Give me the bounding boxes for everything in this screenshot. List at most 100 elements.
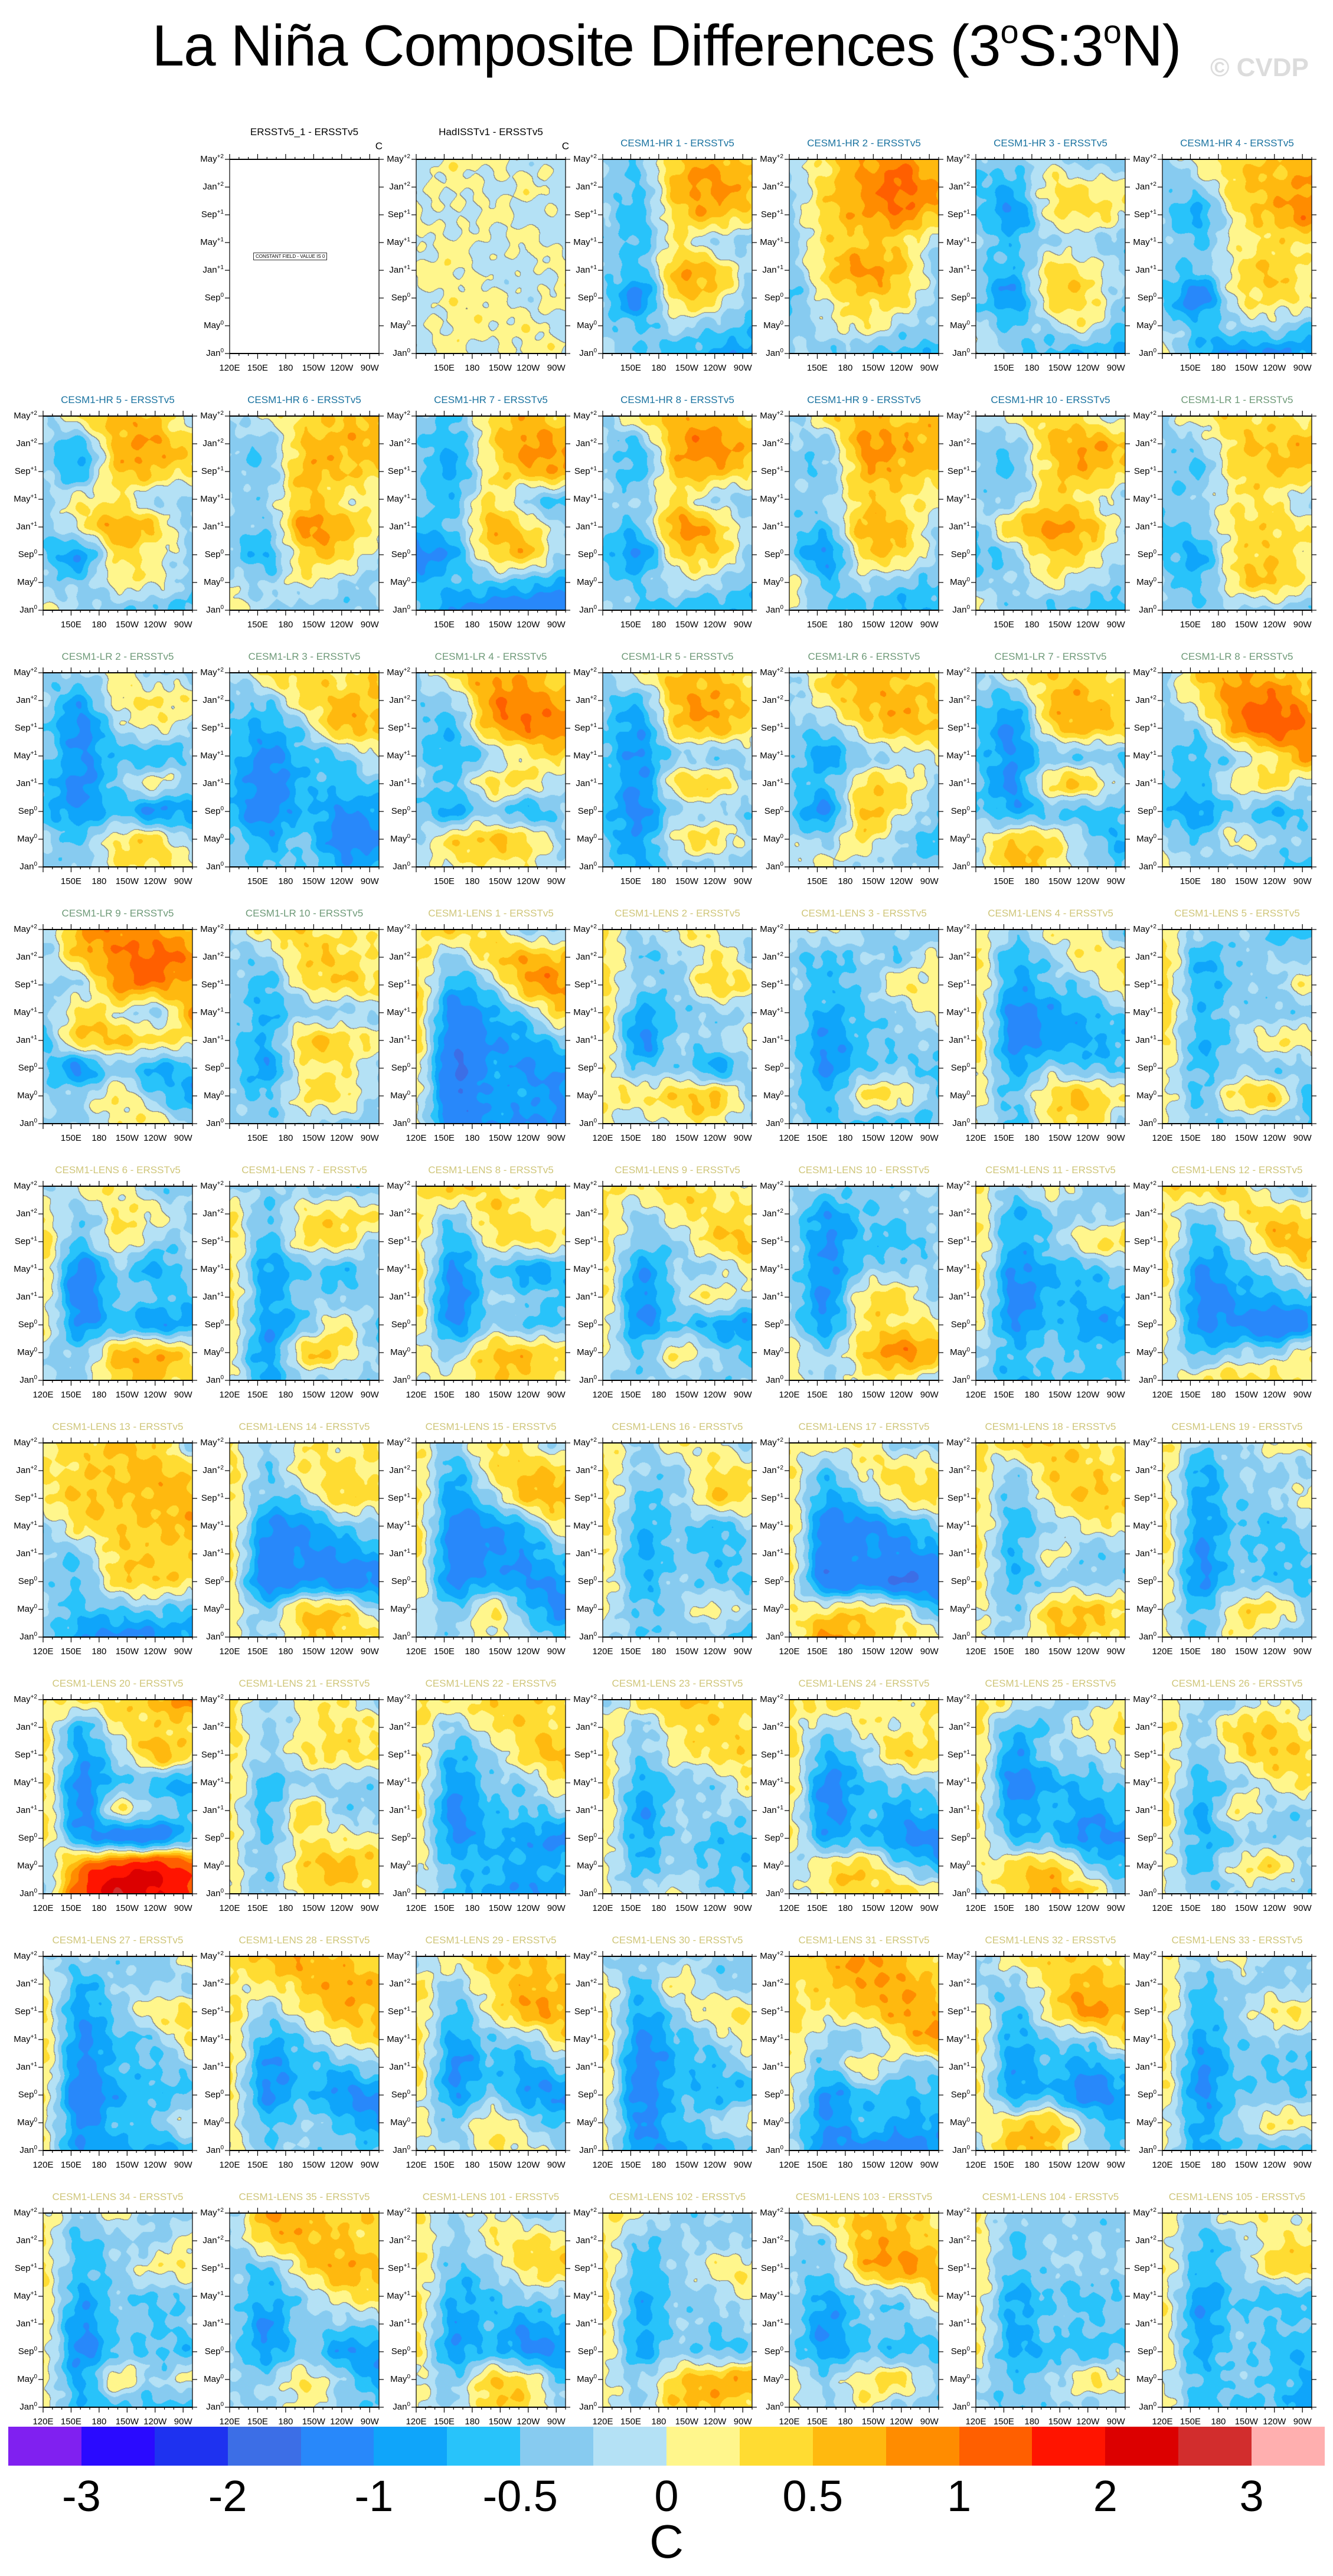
- month: May: [204, 577, 221, 587]
- month: Jan: [949, 182, 963, 192]
- panel-title: CESM1-LENS 5 - ERSSTv5: [1174, 908, 1300, 919]
- year-offset: 0: [407, 348, 410, 354]
- y-tick-label: Jan+2: [2, 438, 37, 449]
- year-offset: +2: [30, 924, 37, 930]
- contour-field: [976, 1700, 1125, 1894]
- year-offset: +1: [1149, 1035, 1156, 1041]
- year-offset: +1: [590, 750, 597, 757]
- month: Jan: [393, 1118, 407, 1128]
- year-offset: 0: [593, 1090, 597, 1096]
- panel: CESM1-LENS 20 - ERSSTv5 May+2 Jan+2 Sep+1 Ma…: [14, 1678, 197, 1913]
- year-offset: +2: [776, 1721, 783, 1728]
- year-offset: +1: [963, 466, 970, 472]
- month: May: [387, 1438, 404, 1448]
- month: Jan: [762, 265, 777, 275]
- y-tick-label: Jan+1: [748, 1549, 783, 1559]
- y-tick-label: Sep+1: [375, 2007, 410, 2017]
- month: May: [760, 237, 777, 247]
- panel: CESM1-LENS 22 - ERSSTv5 May+2 Jan+2 Sep+1 Ma…: [387, 1678, 570, 1913]
- year-offset: +1: [403, 1007, 410, 1013]
- month: Sep: [391, 549, 407, 559]
- x-tick-label: 150E: [60, 1133, 81, 1143]
- year-offset: +1: [217, 1749, 224, 1756]
- month: May: [1133, 2034, 1150, 2044]
- month: Jan: [16, 1292, 31, 1302]
- y-tick-label: May0: [188, 1861, 224, 1871]
- year-offset: 0: [407, 1860, 410, 1867]
- x-tick-label: 90W: [174, 1903, 192, 1913]
- month: Jan: [1135, 1979, 1150, 1989]
- y-tick-label: May0: [561, 2117, 597, 2128]
- panel: CESM1-LR 7 - ERSSTv5 May+2 Jan+2 Sep+1 May+1…: [946, 651, 1130, 886]
- month: Jan: [576, 438, 590, 449]
- axes: [38, 924, 197, 1129]
- x-tick-label: 120W: [890, 1390, 913, 1400]
- year-offset: 0: [780, 1860, 783, 1867]
- year-offset: +2: [1149, 1978, 1156, 1985]
- x-tick-label: 120W: [143, 1647, 167, 1657]
- panel-title: CESM1-LENS 4 - ERSSTv5: [988, 908, 1113, 919]
- y-tick-label: May0: [935, 1091, 970, 1101]
- month: May: [763, 320, 780, 330]
- x-tick-label: 120W: [1263, 1133, 1286, 1143]
- year-offset: +2: [403, 410, 410, 417]
- month: May: [946, 1521, 963, 1531]
- year-offset: 0: [220, 348, 224, 354]
- month: Jan: [393, 1632, 407, 1642]
- month: May: [573, 1438, 590, 1448]
- y-tick-label: May+2: [561, 667, 597, 678]
- year-offset: +2: [590, 1180, 597, 1187]
- year-offset: 0: [34, 2145, 37, 2151]
- x-tick-label: 120W: [703, 1133, 727, 1143]
- month: May: [390, 1347, 407, 1357]
- y-tick-label: Sep+1: [561, 1750, 597, 1760]
- x-tick-label: 90W: [360, 1647, 379, 1657]
- year-offset: +1: [30, 2006, 37, 2012]
- year-offset: 0: [1153, 1347, 1156, 1353]
- month: Jan: [389, 778, 404, 788]
- month: May: [387, 154, 404, 164]
- month: Jan: [206, 605, 221, 615]
- year-offset: +1: [30, 1749, 37, 1756]
- y-tick-label: May+1: [561, 237, 597, 248]
- y-tick-label: Jan+1: [2, 522, 37, 532]
- panel-title: CESM1-LENS 13 - ERSSTv5: [52, 1421, 184, 1432]
- x-tick-label: 150E: [620, 363, 641, 373]
- year-offset: +1: [403, 778, 410, 784]
- year-offset: +1: [30, 2263, 37, 2269]
- year-offset: 0: [593, 806, 597, 812]
- y-tick-label: Jan+1: [561, 1549, 597, 1559]
- contour-field: [416, 929, 566, 1124]
- x-tick-label: 90W: [1106, 876, 1125, 886]
- axes: [598, 1181, 757, 1386]
- year-offset: 0: [407, 1576, 410, 1582]
- y-tick-label: May0: [2, 1347, 37, 1358]
- panel: CESM1-LENS 31 - ERSSTv5 May+2 Jan+2 Sep+1 Ma…: [760, 1935, 943, 2170]
- year-offset: 0: [966, 2117, 970, 2123]
- month: May: [760, 924, 777, 934]
- panel-title: CESM1-HR 6 - ERSSTv5: [247, 394, 361, 405]
- month: Jan: [949, 265, 963, 275]
- y-tick-label: May+2: [935, 924, 970, 935]
- year-offset: 0: [34, 1090, 37, 1096]
- month: Sep: [760, 466, 777, 476]
- year-offset: +2: [963, 1694, 970, 1700]
- month: Jan: [1139, 862, 1154, 872]
- y-tick-label: Jan0: [935, 1888, 970, 1899]
- year-offset: +1: [217, 2061, 224, 2068]
- axes: [411, 154, 570, 359]
- month: May: [760, 1694, 777, 1704]
- month: Jan: [579, 605, 594, 615]
- month: May: [204, 2374, 221, 2384]
- year-offset: +2: [403, 1694, 410, 1700]
- panel: CESM1-LENS 17 - ERSSTv5 May+2 Jan+2 Sep+1 Ma…: [760, 1421, 943, 1657]
- axes: [1158, 1951, 1316, 2156]
- y-tick-label: Jan0: [188, 1632, 224, 1642]
- y-tick-label: Sep+1: [935, 1236, 970, 1247]
- y-tick-label: Jan+2: [748, 438, 783, 449]
- y-tick-label: May0: [561, 577, 597, 588]
- x-tick-label: 180: [278, 363, 293, 373]
- year-offset: +1: [590, 2006, 597, 2012]
- y-tick-label: May+1: [2, 2034, 37, 2045]
- x-tick-label: 180: [92, 2160, 107, 2170]
